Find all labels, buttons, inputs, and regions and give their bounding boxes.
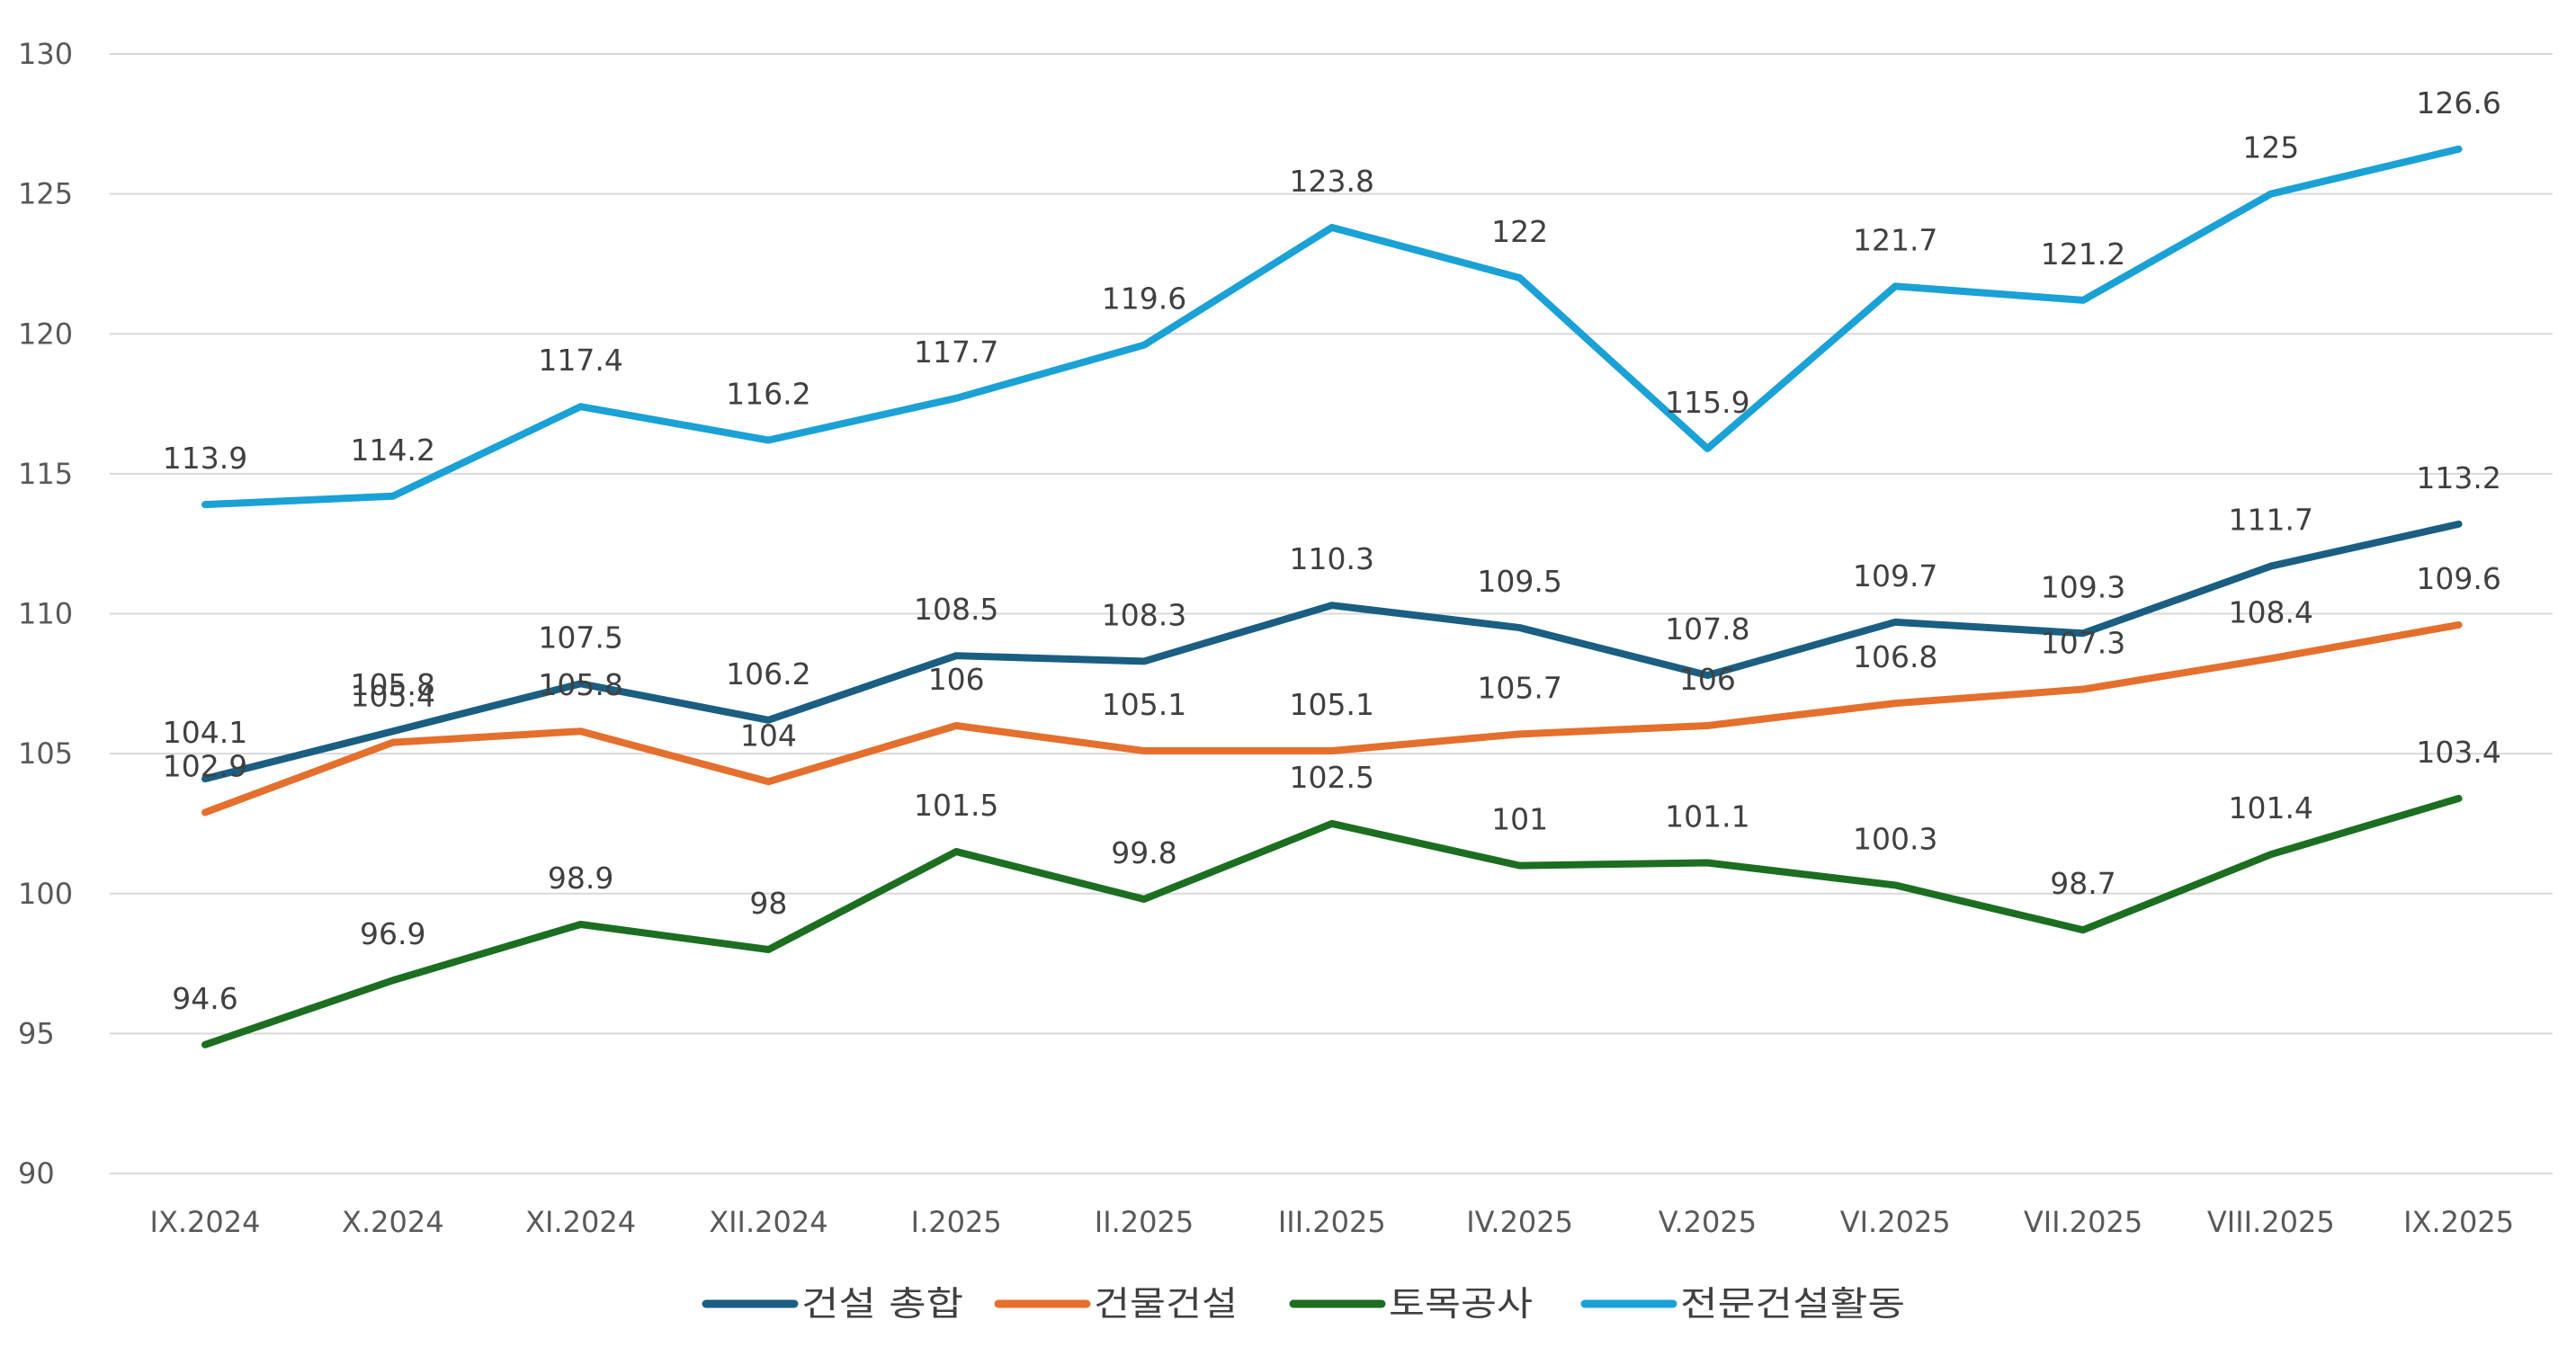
legend-item-3: 토목공사	[1289, 1284, 1533, 1324]
data-label: 109.7	[1853, 558, 1937, 593]
data-label: 123.8	[1290, 164, 1374, 199]
gridlines	[110, 53, 2553, 1174]
data-label: 102.5	[1290, 760, 1374, 795]
series-line-3	[201, 794, 2463, 1048]
data-label: 98.7	[2050, 866, 2115, 901]
data-label: 106.2	[726, 656, 810, 691]
legend-item-1: 건설 총합	[702, 1284, 963, 1324]
data-label: 111.7	[2229, 503, 2313, 538]
y-tick-label: 105	[18, 736, 73, 771]
data-label: 101.5	[914, 788, 998, 823]
legend-label: 건물건설	[1094, 1284, 1238, 1324]
x-tick-label: IV.2025	[1466, 1205, 1573, 1239]
y-tick-label: 115	[18, 457, 73, 491]
data-label: 101	[1491, 802, 1548, 837]
data-label: 99.8	[1111, 835, 1176, 870]
data-label: 104	[740, 718, 797, 753]
data-label: 115.9	[1665, 385, 1749, 420]
data-label: 108.5	[914, 592, 998, 627]
data-label: 121.7	[1853, 222, 1937, 257]
series-line-4	[201, 145, 2463, 509]
series-lines	[201, 145, 2463, 1048]
data-label: 113.2	[2416, 460, 2500, 495]
data-label: 119.6	[1102, 281, 1186, 317]
data-label: 102.9	[163, 748, 247, 783]
data-label: 105.1	[1290, 687, 1374, 722]
data-label: 105.8	[351, 667, 435, 702]
data-label: 107.8	[1665, 611, 1749, 647]
data-label: 122	[1491, 214, 1548, 249]
data-label: 109.5	[1477, 564, 1561, 599]
data-label: 121.2	[2041, 236, 2125, 272]
legend-item-2: 건물건설	[994, 1284, 1238, 1324]
data-label: 100.3	[1853, 821, 1937, 856]
y-tick-label: 100	[18, 877, 73, 911]
data-label: 106.8	[1853, 639, 1937, 674]
y-axis-tick-labels: 90 95 100 105 110 115 120 125 130	[18, 37, 73, 1191]
x-tick-label: I.2025	[911, 1205, 1002, 1239]
x-tick-label: VI.2025	[1840, 1205, 1951, 1239]
data-label: 105.7	[1477, 670, 1561, 705]
x-tick-label: IX.2024	[150, 1205, 261, 1239]
y-tick-label: 110	[18, 597, 73, 631]
x-tick-label: X.2024	[342, 1205, 444, 1239]
x-tick-label: XI.2024	[525, 1205, 636, 1239]
data-label: 108.4	[2229, 594, 2313, 629]
data-label: 109.6	[2416, 561, 2500, 596]
data-labels: 104.1 105.8 107.5 106.2 108.5 108.3 110.3 109.5…	[163, 85, 2501, 1016]
x-tick-label: VIII.2025	[2207, 1205, 2335, 1239]
x-tick-label: II.2025	[1095, 1205, 1194, 1239]
data-label: 103.4	[2416, 735, 2500, 770]
data-label: 114.2	[351, 433, 435, 468]
data-label: 106	[928, 662, 985, 697]
y-tick-label: 120	[18, 317, 73, 351]
data-label: 101.1	[1665, 799, 1749, 834]
data-label: 98	[749, 886, 787, 921]
data-label: 98.9	[548, 861, 613, 896]
legend-label: 토목공사	[1389, 1284, 1533, 1324]
data-label: 113.9	[163, 441, 247, 476]
data-label: 125	[2242, 130, 2299, 165]
data-label: 105.4	[351, 679, 435, 714]
data-label: 107.3	[2041, 626, 2125, 661]
legend-item-4: 전문건설활동	[1580, 1284, 1905, 1324]
legend-label: 건설 총합	[801, 1284, 963, 1324]
data-label: 104.1	[163, 715, 247, 750]
y-tick-label: 90	[18, 1156, 55, 1191]
data-label: 117.7	[914, 335, 998, 370]
y-tick-label: 125	[18, 177, 73, 211]
data-label: 105.1	[1102, 687, 1186, 722]
x-tick-label: IX.2025	[2403, 1205, 2514, 1239]
series-line-2	[201, 620, 2463, 816]
data-label: 94.6	[172, 981, 237, 1016]
data-label: 106	[1679, 662, 1736, 697]
data-label: 96.9	[360, 916, 425, 951]
data-label: 110.3	[1290, 541, 1374, 576]
x-tick-label: VII.2025	[2024, 1205, 2142, 1239]
x-axis-tick-labels: IX.2024 X.2024 XI.2024 XII.2024 I.2025 II.202…	[150, 1205, 2515, 1239]
data-label: 105.8	[538, 667, 622, 702]
series-line-1	[201, 520, 2463, 783]
data-label: 101.4	[2229, 790, 2313, 825]
x-tick-label: XII.2024	[709, 1205, 827, 1239]
data-label: 126.6	[2416, 85, 2500, 120]
data-label: 107.5	[538, 620, 622, 655]
x-tick-label: V.2025	[1659, 1205, 1757, 1239]
y-tick-label: 95	[18, 1016, 55, 1050]
legend: 건설 총합 건물건설 토목공사 전문건설활동	[702, 1284, 1905, 1324]
x-tick-label: III.2025	[1278, 1205, 1386, 1239]
y-tick-label: 130	[18, 37, 73, 71]
data-label: 109.3	[2041, 569, 2125, 604]
data-label: 116.2	[726, 377, 810, 412]
data-label: 108.3	[1102, 597, 1186, 632]
data-label: 117.4	[538, 343, 622, 378]
legend-label: 전문건설활동	[1680, 1284, 1905, 1324]
